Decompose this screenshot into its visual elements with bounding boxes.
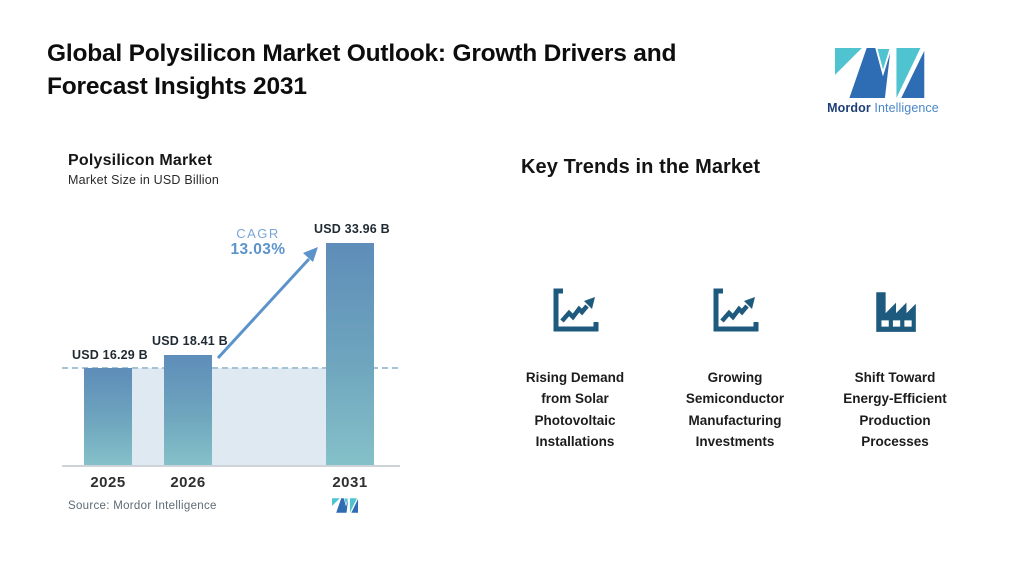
page-title: Global Polysilicon Market Outlook: Growt… [47, 40, 677, 100]
x-tick-2026: 2026 [170, 474, 206, 491]
brand-logo-block: Mordor Intelligence [813, 48, 953, 115]
chart-background-band [84, 368, 374, 466]
trend-label-production: Shift Toward Energy-Efficient Production… [843, 370, 947, 449]
bar-2031 [326, 243, 374, 466]
bar-value-2026: USD 18.41 B [152, 334, 228, 348]
brand-name: Mordor Intelligence [813, 101, 953, 115]
chart-subtitle: Market Size in USD Billion [68, 173, 220, 187]
chart-header: Polysilicon Market Market Size in USD Bi… [68, 152, 219, 187]
cagr-annotation: CAGR 13.03% [208, 226, 308, 259]
trend-item-solar: Rising Demand from Solar Photovoltaic In… [500, 284, 650, 452]
chart-line-up-icon [708, 284, 762, 334]
trend-item-production: Shift Toward Energy-Efficient Production… [820, 284, 970, 452]
x-axis-line [62, 465, 400, 467]
x-tick-2031: 2031 [332, 474, 368, 491]
mordor-intelligence-logo-icon [835, 48, 925, 98]
bar-2025 [84, 368, 132, 466]
cagr-label: CAGR [236, 226, 280, 241]
growth-arrow-icon [216, 247, 318, 360]
source-text: Source: Mordor Intelligence [68, 499, 217, 512]
reference-dashed-line [62, 367, 398, 369]
trend-label-solar: Rising Demand from Solar Photovoltaic In… [525, 370, 625, 449]
trend-label-semiconductor: Growing Semiconductor Manufacturing Inve… [685, 370, 785, 449]
chart-title: Polysilicon Market [68, 152, 213, 169]
cagr-value: 13.03% [230, 241, 286, 258]
bar-2026 [164, 355, 212, 466]
brand-name-bold: Mordor [827, 101, 871, 115]
bar-chart: USD 16.29 B USD 18.41 B USD 33.96 B CAGR… [62, 216, 400, 491]
bar-value-2031: USD 33.96 B [314, 222, 390, 236]
chart-line-up-icon [548, 284, 602, 334]
x-tick-2025: 2025 [90, 474, 126, 491]
chart-source-row: Source: Mordor Intelligence [68, 498, 360, 513]
bar-value-2025: USD 16.29 B [72, 348, 148, 362]
trend-item-semiconductor: Growing Semiconductor Manufacturing Inve… [660, 284, 810, 452]
brand-name-light: Intelligence [874, 101, 939, 115]
trends-heading: Key Trends in the Market [521, 156, 761, 178]
trends-row: Rising Demand from Solar Photovoltaic In… [500, 284, 970, 452]
factory-icon [870, 284, 920, 334]
mordor-intelligence-mini-logo-icon [332, 498, 359, 513]
